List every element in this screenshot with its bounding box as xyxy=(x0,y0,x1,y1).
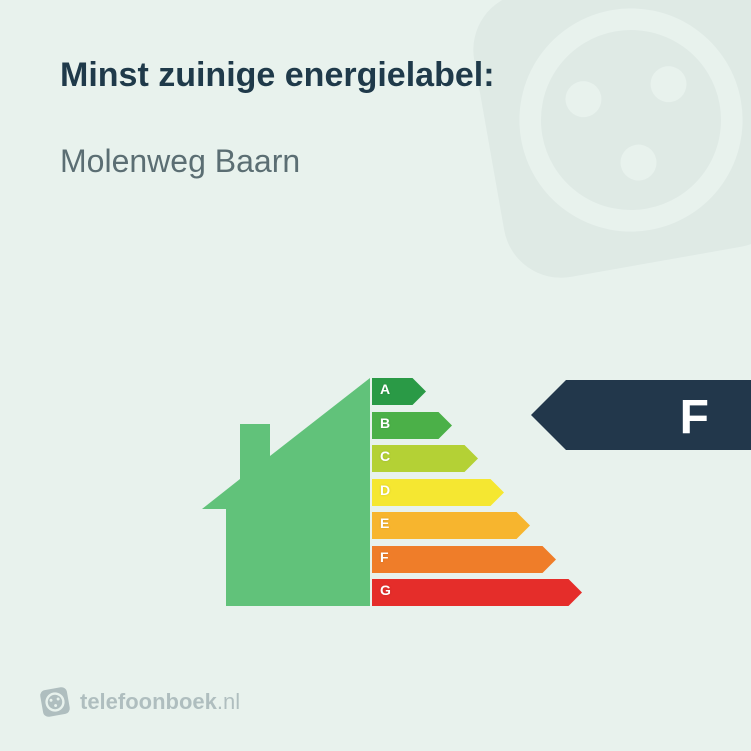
footer-brand: telefoonboek.nl xyxy=(40,687,240,717)
energy-bar-label: G xyxy=(380,582,391,598)
energy-bar-label: A xyxy=(380,381,390,397)
energy-bar-label: E xyxy=(380,515,389,531)
footer-phone-icon xyxy=(38,685,73,720)
footer-text: telefoonboek.nl xyxy=(80,689,240,715)
energy-bar-label: D xyxy=(380,482,390,498)
result-letter: F xyxy=(680,390,709,445)
house-icon xyxy=(190,378,370,618)
page-title: Minst zuinige energielabel: xyxy=(60,56,691,95)
content-area: Minst zuinige energielabel: Molenweg Baa… xyxy=(0,0,751,180)
location-name: Molenweg Baarn xyxy=(60,143,691,180)
energy-bar-label: F xyxy=(380,549,389,565)
footer-brand-light: .nl xyxy=(217,689,240,714)
result-badge xyxy=(531,380,751,450)
energy-bar-label: B xyxy=(380,415,390,431)
energy-label-infographic: A B C D E F G F xyxy=(0,360,751,640)
energy-bar-label: C xyxy=(380,448,390,464)
footer-brand-bold: telefoonboek xyxy=(80,689,217,714)
